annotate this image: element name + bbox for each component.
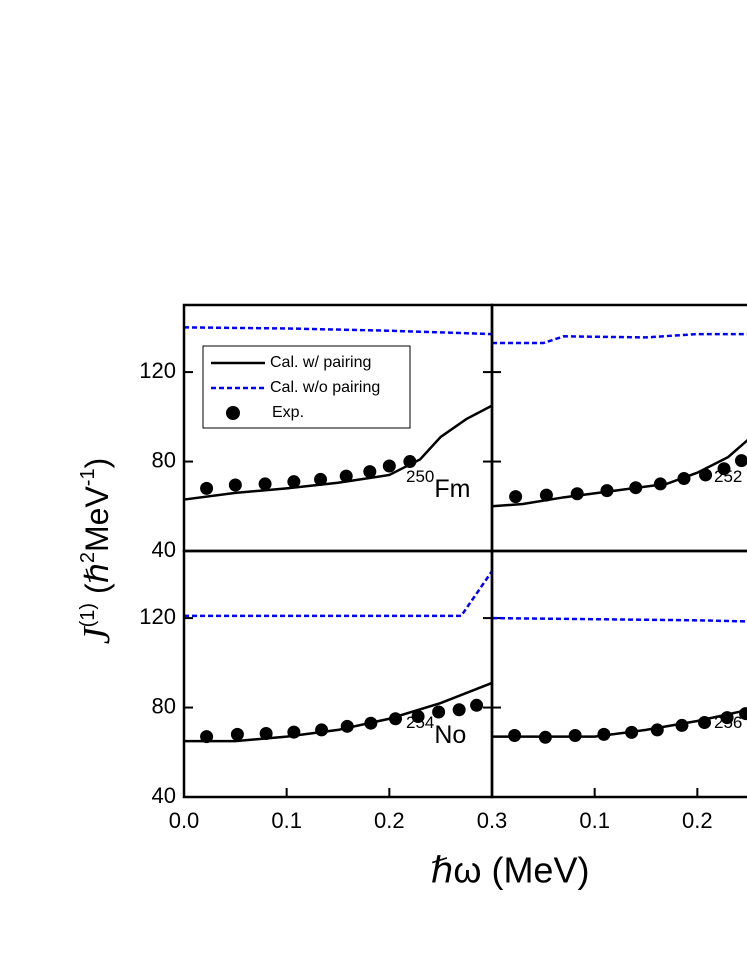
nucleus-label: 254No <box>406 713 466 748</box>
dashed-line <box>492 332 747 345</box>
data-point <box>315 723 329 737</box>
dashed-line <box>183 326 493 336</box>
solid-line <box>184 681 493 743</box>
nucleus-label: 252 <box>714 467 742 486</box>
mass-number: 252 <box>714 467 742 486</box>
data-point <box>411 709 425 723</box>
nucleus-label: 250Fm <box>406 467 470 502</box>
mass-number: 250 <box>406 467 434 486</box>
panel-frame <box>182 549 494 799</box>
y-unit: MeV <box>79 486 115 552</box>
data-point <box>259 726 273 740</box>
x-tick-label: 0.2 <box>374 808 405 833</box>
panel-frame <box>490 303 747 553</box>
data-point <box>650 723 664 737</box>
data-point <box>230 727 244 741</box>
data-point <box>675 718 689 732</box>
y-tick-label: 80 <box>152 693 176 718</box>
y-tick-label: 40 <box>152 783 176 808</box>
data-point <box>403 455 417 469</box>
data-point <box>629 481 643 495</box>
y-sup: 2 <box>77 552 99 563</box>
data-point <box>432 705 446 719</box>
data-point <box>228 478 242 492</box>
mass-number: 256 <box>714 713 742 732</box>
legend-label: Cal. w/o pairing <box>270 379 380 396</box>
data-point <box>200 481 214 495</box>
data-point <box>508 729 522 742</box>
data-point <box>364 716 378 730</box>
data-point <box>388 712 402 726</box>
data-point <box>600 484 614 498</box>
data-point <box>539 488 553 502</box>
dashed-line <box>491 616 747 623</box>
element: No <box>434 721 466 749</box>
y-tick-label: 120 <box>139 604 176 629</box>
data-point <box>200 730 214 744</box>
mass-number: 254 <box>406 713 434 732</box>
data-point <box>720 711 734 725</box>
x-tick-label: 0.3 <box>477 808 508 833</box>
y-symbol: J <box>76 625 118 644</box>
data-point <box>452 703 466 717</box>
y-unit: (ℏ <box>79 563 115 603</box>
y-tick-label: 120 <box>139 358 176 383</box>
data-point <box>597 727 611 741</box>
dashed-line <box>184 570 494 618</box>
y-axis-label: J(1) (ℏ2MeV-1) <box>76 458 118 645</box>
y-tick-label: 40 <box>152 537 176 562</box>
panel-frame <box>490 549 747 799</box>
legend-marker <box>226 406 240 420</box>
y-unit: ) <box>79 458 115 469</box>
data-point <box>677 472 691 486</box>
data-point <box>509 490 523 504</box>
data-point <box>568 729 582 742</box>
x-tick-label: 0.2 <box>682 808 713 833</box>
legend-label: Exp. <box>272 404 304 421</box>
data-point <box>653 477 667 491</box>
data-point <box>382 459 396 473</box>
x-tick-label: 0.1 <box>271 808 302 833</box>
data-point <box>340 719 354 733</box>
data-point <box>699 468 713 482</box>
y-sup: -1 <box>77 468 99 486</box>
solid-line <box>183 404 493 501</box>
legend-label: Cal. w/ pairing <box>270 354 371 371</box>
data-point <box>717 462 731 476</box>
element: Fm <box>434 475 470 503</box>
nucleus-label: 256 <box>714 713 742 732</box>
data-point <box>287 725 301 739</box>
data-point <box>734 454 747 468</box>
data-point <box>363 465 377 479</box>
data-point <box>698 716 712 730</box>
data-point <box>339 469 353 483</box>
data-point <box>258 477 272 491</box>
x-tick-label: 0.1 <box>579 808 610 833</box>
data-point <box>739 707 747 721</box>
data-point <box>570 487 584 501</box>
x-tick-label: 0.0 <box>169 808 200 833</box>
x-axis-label: ℏω (MeV) <box>431 850 590 891</box>
data-point <box>287 475 301 489</box>
y-sup: (1) <box>77 603 99 627</box>
y-tick-label: 80 <box>152 447 176 472</box>
data-point <box>470 698 484 712</box>
data-point <box>538 730 552 744</box>
data-point <box>625 725 639 739</box>
data-point <box>314 472 328 486</box>
solid-line <box>492 708 747 738</box>
